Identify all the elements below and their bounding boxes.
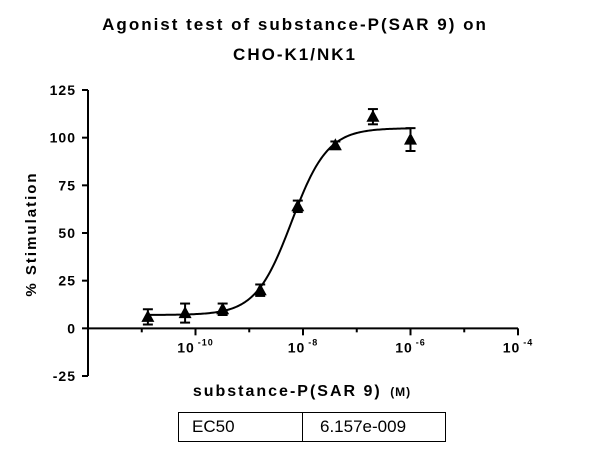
x-tick-label: 10 -10 — [177, 337, 214, 355]
x-tick-label: 10 -6 — [395, 337, 426, 355]
y-tick-label: 100 — [50, 130, 76, 146]
data-point-triangle — [328, 138, 342, 151]
chart-title-line-2: CHO-K1/NK1 — [233, 45, 357, 64]
y-axis-label: % Stimulation — [23, 171, 40, 296]
x-tick-exponent: -8 — [308, 337, 318, 347]
x-tick-label: 10 -8 — [288, 337, 319, 355]
fit-curve — [147, 127, 411, 316]
ec50-table: EC50 6.157e-009 — [178, 412, 446, 442]
y-tick-label: 50 — [58, 225, 76, 241]
data-point-triangle — [141, 309, 155, 322]
y-tick-label: 0 — [67, 320, 76, 336]
data-point-triangle — [291, 199, 305, 212]
y-tick-label: 125 — [50, 82, 76, 98]
data-points — [141, 108, 417, 326]
x-tick-base: 10 — [177, 339, 195, 355]
data-point-triangle — [366, 109, 380, 122]
data-point-triangle — [216, 302, 230, 315]
chart-title-line-1: Agonist test of substance-P(SAR 9) on — [102, 15, 488, 34]
y-tick-label: 25 — [58, 273, 76, 289]
data-point-triangle — [404, 132, 417, 145]
y-tick-label: 75 — [58, 177, 76, 193]
x-axis-ticks: 10 -10 10 -8 10 -6 10 -4 — [87, 328, 534, 355]
x-tick-base: 10 — [503, 339, 521, 355]
x-tick-exponent: -4 — [523, 337, 533, 347]
ec50-label: EC50 — [179, 413, 303, 441]
x-axis-unit: (M) — [390, 385, 411, 399]
x-axis-label: substance-P(SAR 9) — [193, 383, 382, 400]
x-tick-base: 10 — [395, 339, 413, 355]
x-tick-exponent: -10 — [198, 337, 214, 347]
x-tick-exponent: -6 — [416, 337, 426, 347]
x-tick-label: 10 -4 — [503, 337, 534, 355]
data-point-triangle — [253, 283, 267, 296]
y-tick-label: -25 — [53, 368, 76, 384]
x-tick-base: 10 — [288, 339, 306, 355]
ec50-value: 6.157e-009 — [320, 417, 407, 436]
data-point-triangle — [178, 306, 192, 319]
x-axis-label-group: substance-P(SAR 9) (M) — [193, 383, 411, 400]
y-axis-ticks: -25 0 25 50 75 100 125 — [50, 82, 88, 384]
